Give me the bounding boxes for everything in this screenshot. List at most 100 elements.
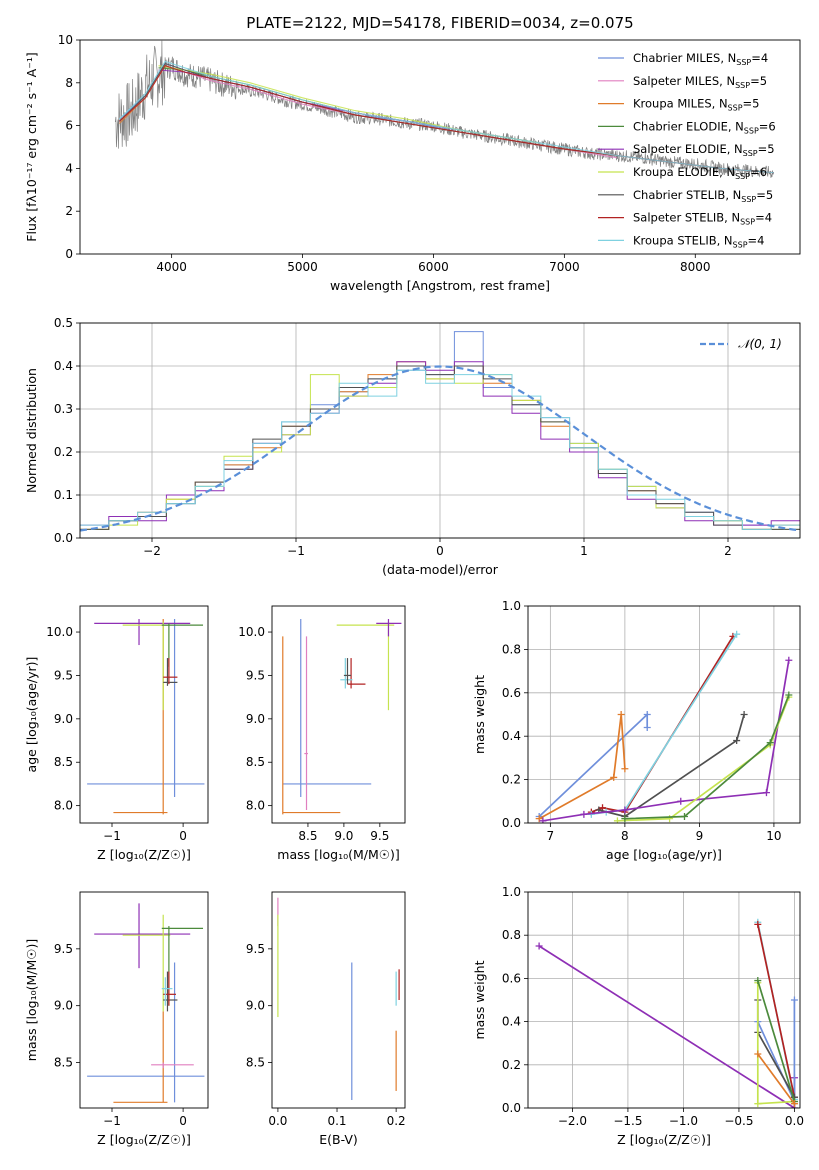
legend-text: =5 [743, 97, 760, 111]
y-axis-label: Normed distribution [24, 368, 39, 493]
panel-ebv: 0.0 0.1 0.2 8.5 9.0 9.5 E(B-V) [246, 891, 406, 1147]
x-tick-label: 10 [766, 829, 781, 843]
plus-marker [766, 739, 774, 747]
x-tick-label: 0 [179, 829, 187, 843]
plot-area-age-vs-mass [282, 619, 402, 815]
error-bar-point [87, 619, 205, 797]
y-tick-label: 9.0 [54, 712, 73, 726]
legend-label: Chabrier ELODIE, NSSP=6 [633, 119, 776, 135]
y-tick-label: 0.0 [502, 816, 521, 830]
legend-text: Chabrier MILES, N [633, 51, 736, 65]
legend-subscript: SSP [728, 104, 743, 113]
x-tick-label: −2 [143, 544, 161, 558]
x-tick-label: 0 [179, 1114, 187, 1128]
x-axis-label: E(B-V) [319, 1132, 358, 1147]
error-bar-point [151, 1062, 194, 1069]
plus-marker [790, 1100, 798, 1108]
plot-area-massweight-vs-z [535, 918, 798, 1108]
y-tick-label: 8.5 [246, 755, 265, 769]
weight-line-7 [617, 696, 790, 822]
legend-text: Chabrier ELODIE, N [633, 119, 744, 133]
x-tick-label: 1 [580, 544, 588, 558]
legend-subscript: SSP [740, 218, 755, 227]
plot-area-ebv [277, 897, 400, 1101]
x-tick-label: 9.5 [370, 829, 389, 843]
legend-text: =5 [750, 74, 767, 88]
plus-marker [643, 724, 651, 732]
x-axis-label: Z [log₁₀(Z/Z☉)] [97, 1132, 191, 1147]
plus-marker [680, 812, 688, 820]
legend-subscript: SSP [736, 58, 751, 67]
legend-text: Kroupa MILES, N [633, 97, 728, 111]
y-tick-label: 0.2 [54, 445, 73, 459]
weight-line-1 [538, 945, 796, 1108]
x-axis-label: age [log₁₀(age/yr)] [606, 847, 722, 862]
error-bar-point [163, 658, 178, 685]
weight-line-2 [538, 714, 626, 820]
plus-marker [613, 817, 621, 823]
error-bar-point [282, 619, 372, 797]
plus-marker [754, 977, 762, 985]
y-tick-label: 0.1 [54, 488, 73, 502]
y-axis-label: mass [log₁₀(M/M☉)] [24, 939, 39, 1061]
y-axis-label: age [log₁₀(age/yr)] [24, 657, 39, 773]
legend-text: =4 [751, 51, 768, 65]
y-tick-label: 8.0 [54, 799, 73, 813]
y-tick-label: 0.0 [54, 531, 73, 545]
figure-title: PLATE=2122, MJD=54178, FIBERID=0034, z=0… [246, 14, 633, 32]
legend-text: =4 [748, 233, 765, 247]
error-bar-point [161, 977, 173, 1006]
legend-label: Kroupa ELODIE, NSSP=6 [633, 165, 767, 181]
plot-frame [79, 322, 801, 539]
histogram-series-6 [80, 369, 800, 530]
error-bar-point [282, 636, 341, 815]
plot-area-massweight-vs-age [535, 630, 793, 823]
error-bar-point [347, 658, 366, 689]
panel-residuals: −2 −1 0 1 2 0.0 0.1 0.2 0.3 0.4 0.5 𝒩(0, 1) (data-mo… [24, 316, 801, 577]
panel-mass-vs-z: −1 0 8.5 9.0 9.5 Z [log₁₀(Z/Z☉)] mass [log₁₀(M… [24, 891, 209, 1147]
panel-age-vs-mass: 8.5 9.0 9.5 8.0 8.5 9.0 9.5 10.0 mass [log₁₀(M/M… [238, 605, 406, 862]
error-bar-point [343, 658, 352, 685]
y-tick-label: 9.0 [246, 712, 265, 726]
gaussian-curve [80, 365, 800, 532]
weight-line-5 [598, 714, 745, 818]
error-bar-point [340, 658, 353, 689]
y-axis-label: Flux [fλ10⁻¹⁷ erg cm⁻² s⁻¹ A⁻¹] [24, 52, 39, 241]
legend-label: Salpeter ELODIE, NSSP=5 [633, 142, 775, 158]
legend-subscript: SSP [743, 149, 758, 158]
weight-line-3 [590, 635, 734, 814]
legend-text: Kroupa ELODIE, N [633, 165, 735, 179]
x-tick-label: −2.0 [558, 1114, 587, 1128]
y-tick-label: 0.4 [502, 1015, 521, 1029]
plot-area-residuals [80, 331, 800, 532]
error-bar-point [163, 658, 178, 686]
x-axis-label: wavelength [Angstrom, rest frame] [330, 278, 550, 293]
y-tick-label: 10.0 [238, 625, 265, 639]
legend-text: Chabrier STELIB, N [633, 188, 741, 202]
error-bar-point [87, 962, 205, 1103]
x-tick-label: 8000 [680, 260, 711, 274]
x-tick-label: 5000 [287, 260, 318, 274]
plus-marker [790, 996, 798, 1004]
weight-line-8 [624, 694, 790, 820]
plus-marker [677, 797, 685, 805]
y-tick-label: 9.5 [246, 942, 265, 956]
x-axis-label: Z [log₁₀(Z/Z☉)] [617, 1132, 711, 1147]
x-tick-label: −1 [103, 1114, 121, 1128]
y-tick-label: 0.4 [54, 359, 73, 373]
x-tick-label: 8 [621, 829, 629, 843]
x-tick-label: 8.5 [298, 829, 317, 843]
plus-marker [754, 1050, 762, 1058]
panel-massweight-vs-age: 7 8 9 10 0.0 0.2 0.4 0.6 0.8 1.0 age [log₁₀(age/yr… [472, 599, 801, 862]
y-tick-label: 8.0 [246, 799, 265, 813]
y-tick-label: 1.0 [502, 885, 521, 899]
error-bar-point [113, 1011, 168, 1103]
x-tick-label: −1 [103, 829, 121, 843]
x-axis-label: Z [log₁₀(Z/Z☉)] [97, 847, 191, 862]
y-tick-label: 9.5 [246, 668, 265, 682]
x-tick-label: −1 [287, 544, 305, 558]
legend-subscript: SSP [735, 81, 750, 90]
y-tick-label: 9.0 [246, 999, 265, 1013]
plus-marker [580, 810, 588, 818]
plot-frame [271, 605, 406, 824]
